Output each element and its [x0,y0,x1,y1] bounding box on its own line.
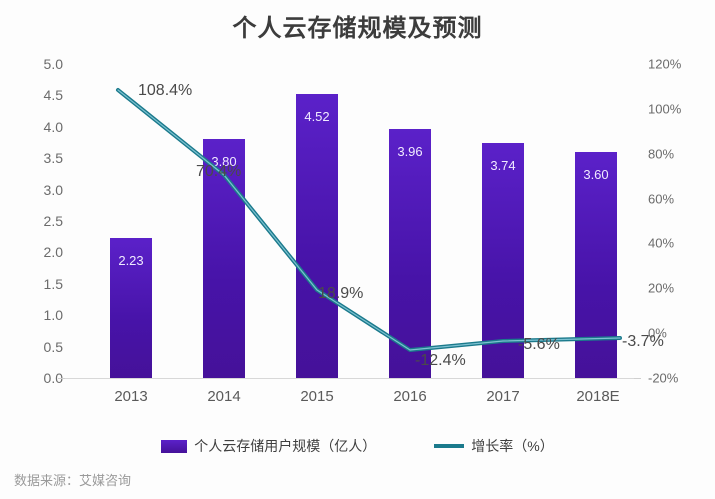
right-axis-tick-5: 80% [648,146,675,162]
x-tick-2015: 2015 [300,388,334,405]
x-tick-2018E: 2018E [576,388,620,405]
bar-value-2018E: 3.60 [583,167,609,182]
legend-item-bar-series[interactable]: 个人云存储用户规模（亿人） [161,436,376,456]
left-axis-tick-4: 2.0 [43,244,63,261]
growth-rate-polyline-highlight [117,89,621,351]
legend-item-line-series[interactable]: 增长率（%） [434,436,554,456]
x-axis-baseline [58,378,640,379]
line-value-2017: -5.6% [518,336,560,353]
chart-legend: 个人云存储用户规模（亿人） 增长率（%） [0,436,715,456]
right-axis-tick-0: -20% [648,370,679,386]
bar-value-2016: 3.96 [397,144,423,159]
right-axis-tick-3: 40% [648,235,675,251]
bar-value-2015: 4.52 [304,109,330,124]
x-tick-2014: 2014 [207,388,241,405]
right-axis-tick-2: 20% [648,280,675,296]
legend-line-swatch-icon [434,444,465,448]
left-axis-tick-2: 1.0 [43,307,63,324]
legend-line-label: 增长率（%） [471,438,554,454]
left-axis-tick-7: 3.5 [43,150,63,167]
right-axis-tick-1: 0% [648,325,667,341]
bar-value-2013: 2.23 [118,253,144,268]
left-axis-tick-3: 1.5 [43,275,63,292]
left-axis-tick-8: 4.0 [43,118,63,135]
right-axis-tick-7: 120% [648,56,682,72]
line-value-2014: 70.4% [196,163,242,180]
line-value-2013: 108.4% [138,82,193,99]
line-value-2016: -12.4% [415,352,466,369]
bar-2018E[interactable] [575,151,617,378]
right-axis-tick-6: 100% [648,101,682,117]
chart-title: 个人云存储规模及预测 [232,15,483,42]
left-axis-tick-mark [58,378,65,379]
left-axis-tick-6: 3.0 [43,181,63,198]
left-axis-tick-5: 2.5 [43,213,63,229]
left-axis-tick-9: 4.5 [43,87,63,104]
bar-2016[interactable] [389,129,431,378]
bar-value-2017: 3.74 [490,158,516,173]
x-tick-2013: 2013 [114,388,148,405]
legend-bar-label: 个人云存储用户规模（亿人） [194,438,377,454]
x-tick-2017: 2017 [486,388,520,405]
left-axis-tick-1: 0.5 [43,338,63,355]
line-value-2018E: -3.7% [622,333,664,350]
line-value-2015: 18.9% [318,285,364,302]
right-axis-tick-4: 60% [648,191,675,207]
source-note: 数据来源：艾媒咨询 [14,473,132,488]
left-axis-tick-10: 5.0 [43,56,63,72]
bar-2015[interactable] [296,94,338,378]
right-axis-tick-mark [634,378,641,379]
growth-rate-polyline [116,88,622,352]
left-axis-tick-0: 0.0 [43,370,63,386]
legend-bar-swatch-icon [161,439,188,453]
x-tick-2016: 2016 [393,388,427,405]
